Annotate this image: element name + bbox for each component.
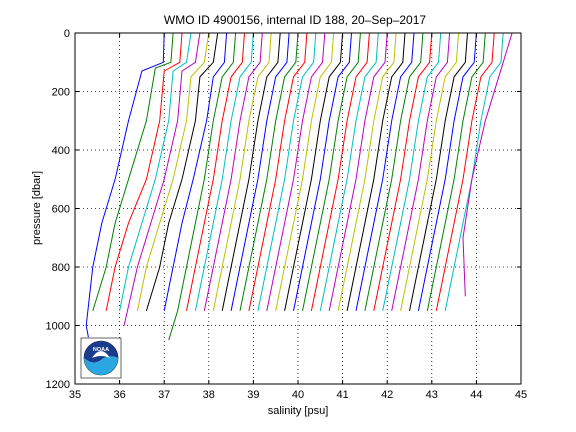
profile-line-29	[355, 32, 415, 311]
profile-line-13	[212, 32, 272, 311]
logo-sea	[84, 356, 118, 375]
profile-line-12	[203, 32, 263, 312]
profile-line-21	[284, 32, 344, 311]
x-tick-label: 38	[203, 389, 215, 401]
profile-line-37	[426, 32, 486, 312]
y-tick-label: 0	[64, 28, 70, 40]
x-tick-label: 44	[470, 389, 482, 401]
x-tick-label: 42	[381, 389, 393, 401]
y-tick-label: 800	[52, 262, 70, 274]
profile-line-3	[105, 32, 183, 311]
profile-line-38	[435, 32, 495, 311]
profile-line-25	[319, 32, 379, 311]
profile-line-23	[302, 32, 361, 311]
logo-text: NOAA	[93, 347, 109, 353]
profile-line-9	[168, 32, 237, 341]
x-tick-label: 37	[158, 389, 170, 401]
logo-gull	[92, 351, 110, 358]
profile-line-34	[400, 32, 460, 311]
x-tick-label: 45	[515, 389, 527, 401]
x-tick-label: 40	[292, 389, 304, 401]
profile-line-39	[444, 32, 504, 311]
y-tick-label: 200	[52, 87, 70, 99]
x-tick-label: 43	[426, 389, 438, 401]
profile-line-40	[462, 32, 513, 297]
noaa-logo: NOAA	[80, 337, 122, 379]
profile-line-8	[163, 32, 228, 311]
profile-line-14	[221, 32, 281, 311]
profile-line-33	[391, 32, 451, 311]
profile-line-24	[310, 32, 370, 311]
x-tick-label: 39	[247, 389, 259, 401]
profile-line-28	[346, 32, 406, 311]
y-tick-label: 600	[52, 204, 70, 216]
profile-line-1	[85, 32, 165, 338]
profile-line-36	[417, 32, 477, 311]
axis-ticks	[74, 32, 522, 385]
x-tick-label: 36	[113, 389, 125, 401]
profile-line-27	[337, 32, 397, 312]
profile-line-5	[123, 32, 201, 326]
profile-line-35	[409, 32, 468, 311]
chart-title: WMO ID 4900156, internal ID 188, 20–Sep–…	[164, 13, 426, 27]
profile-line-32	[382, 32, 442, 312]
x-tick-labels: 35 36 37 38 39 40 41 42 43 44 45	[69, 389, 527, 401]
profile-line-16	[239, 32, 299, 311]
profile-line-22	[293, 32, 352, 312]
y-tick-label: 1200	[46, 379, 70, 391]
y-tick-labels: 0 200 400 600 800 1000 1200	[46, 28, 70, 391]
x-tick-label: 35	[69, 389, 81, 401]
profile-line-4	[119, 32, 192, 311]
x-axis-label: salinity [psu]	[268, 405, 329, 417]
profile-line-15	[230, 32, 290, 311]
profile-line-17	[248, 32, 308, 312]
profile-line-11	[194, 32, 254, 311]
profile-line-6	[136, 32, 210, 312]
profile-line-20	[275, 32, 335, 311]
x-tick-label: 41	[336, 389, 348, 401]
series-layer	[85, 32, 513, 341]
profile-line-31	[373, 32, 433, 311]
profile-line-10	[186, 32, 245, 311]
profile-line-26	[328, 32, 388, 311]
y-tick-label: 1000	[46, 321, 70, 333]
profile-line-19	[266, 32, 326, 311]
y-tick-label: 400	[52, 145, 70, 157]
y-axis-label: pressure [dbar]	[31, 171, 43, 245]
profile-line-2	[92, 32, 174, 312]
profile-line-30	[364, 32, 424, 311]
profile-line-7	[145, 32, 219, 312]
grid-lines	[75, 33, 521, 384]
profile-line-18	[257, 32, 317, 311]
